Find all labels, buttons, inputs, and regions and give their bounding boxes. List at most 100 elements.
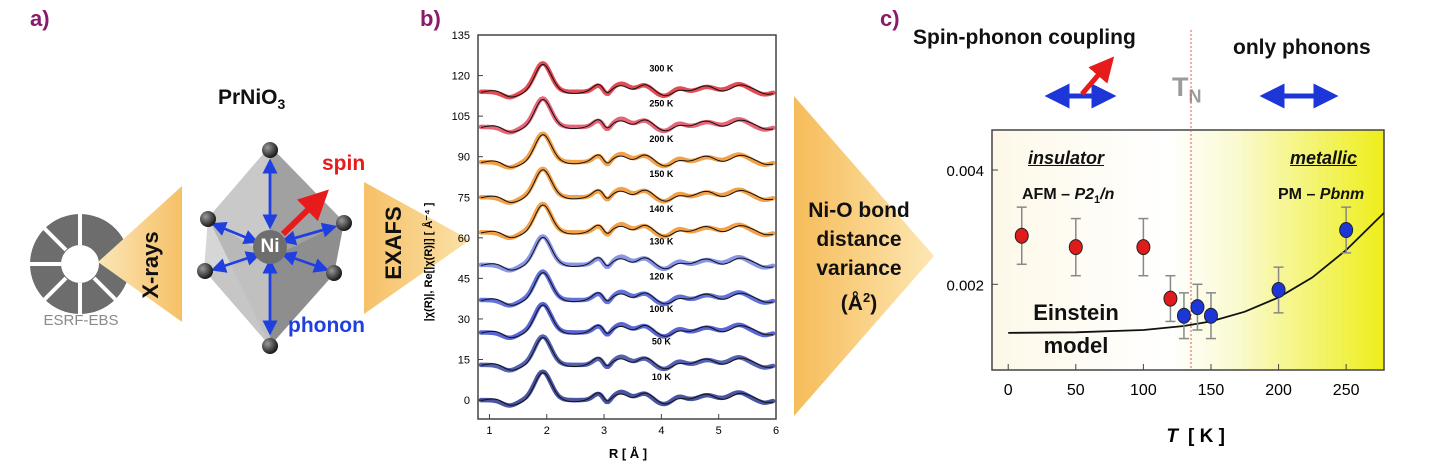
compound-name: PrNiO (218, 86, 278, 109)
variance-point (1190, 299, 1205, 316)
exafs-data-curve (478, 166, 776, 205)
pm-label: PM – Pbnm (1278, 186, 1364, 204)
spin-arrow-small-icon (1080, 56, 1115, 96)
exafs-ytick-label: 30 (458, 314, 470, 326)
exafs-fit-curve (480, 272, 774, 306)
variance-point (1176, 307, 1191, 324)
esrf-label: ESRF-EBS (43, 312, 119, 329)
exafs-fit-curve (480, 63, 774, 98)
exafs-ytick-label: 15 (458, 355, 470, 367)
panel-a-schematic (30, 142, 470, 354)
variance-ytick-label: 0.004 (946, 163, 984, 180)
variance-xtick-label: 150 (1198, 382, 1225, 399)
exafs-series-label: 140 K (649, 204, 674, 214)
ni-atom (253, 230, 287, 264)
exafs-fit-curve (480, 304, 774, 339)
ni-label: Ni (260, 236, 280, 257)
tn-subscript: N (1188, 86, 1202, 107)
exafs-data-curve (478, 234, 776, 273)
exafs-xlabel: R [ Å ] (609, 446, 647, 461)
arrow-text-tail: ) (870, 292, 878, 315)
afm-group-sub: 1 (1094, 194, 1101, 207)
exafs-series-label: 300 K (649, 64, 674, 74)
exafs-series-label: 100 K (649, 304, 674, 314)
exafs-fit-curve (480, 372, 774, 406)
exafs-data-curve (478, 61, 776, 100)
variance-point (1203, 307, 1218, 324)
exafs-data-curve (478, 201, 776, 241)
exafs-series-label: 50 K (652, 337, 672, 347)
afm-group-tail: /n (1100, 186, 1115, 203)
variance-xtick-label: 200 (1265, 382, 1292, 399)
variance-arrow-text: Ni-O bond distance variance (Å2) (794, 196, 924, 318)
variance-xtick-label: 100 (1130, 382, 1157, 399)
exafs-fit-curve (480, 204, 774, 239)
afm-prefix: AFM – (1022, 186, 1075, 203)
exafs-data-curve (478, 96, 776, 135)
exafs-fit-curve (480, 98, 774, 133)
exafs-data-curve (478, 334, 776, 373)
einstein-line1: Einstein (1033, 300, 1119, 325)
exafs-xtick-label: 6 (773, 425, 779, 437)
spin-arrow-icon (280, 189, 329, 237)
exafs-series-label: 130 K (649, 237, 674, 247)
einstein-line2: model (1043, 333, 1109, 358)
arrow-text-line4: (Å2) (794, 283, 924, 318)
exafs-beam (364, 182, 470, 314)
variance-xunit: [ K ] (1188, 426, 1225, 447)
variance-point (1163, 290, 1178, 307)
oxygen-atoms (197, 142, 352, 354)
variance-chart: 0 50 100 150 200 250 0.002 0.004 T [ K ] (946, 30, 1385, 447)
variance-xlabel: T (1166, 426, 1179, 447)
exafs-ytick-label: 135 (452, 30, 470, 42)
pm-group: Pbnm (1319, 186, 1365, 203)
exafs-data-curve (478, 301, 776, 341)
panel-b-label: b) (420, 6, 441, 31)
exafs-fit-curve (480, 169, 774, 204)
panel-c-label: c) (880, 6, 900, 31)
variance-xtick-label: 250 (1333, 382, 1360, 399)
variance-point (1014, 227, 1029, 244)
exafs-ytick-label: 45 (458, 273, 470, 285)
insulator-label: insulator (1028, 148, 1105, 168)
spin-label: spin (322, 152, 366, 175)
tn-letter: T (1172, 72, 1189, 102)
variance-point (1271, 282, 1286, 298)
exafs-xtick-label: 1 (486, 425, 492, 437)
xray-label: X-rays (138, 231, 163, 299)
panel-a-label: a) (30, 6, 50, 31)
afm-label: AFM – P21/n (1022, 186, 1114, 206)
exafs-series-label: 200 K (649, 134, 674, 144)
compound-formula: PrNiO3 (218, 86, 285, 112)
exafs-ytick-label: 75 (458, 192, 470, 204)
variance-xtick-label: 50 (1067, 382, 1085, 399)
exafs-ylabel: |χ(R)|, Re[|χ(R)|] [ Å⁻⁴ ] (422, 202, 435, 321)
exafs-fit-curve (480, 134, 774, 168)
arrow-text-sup: 2 (862, 290, 871, 305)
exafs-xtick-label: 4 (658, 425, 664, 437)
variance-plot-frame (991, 129, 1385, 371)
pm-prefix: PM – (1278, 186, 1320, 203)
esrf-ring-icon (30, 214, 130, 314)
exafs-series-label: 150 K (649, 169, 674, 179)
exafs-xtick-label: 5 (716, 425, 722, 437)
phonon-label: phonon (288, 314, 365, 337)
variance-point (1136, 239, 1151, 256)
variance-point (1068, 239, 1083, 256)
exafs-data-curve (478, 369, 776, 408)
tn-label: TN (1172, 72, 1202, 107)
exafs-xtick-label: 3 (601, 425, 607, 437)
einstein-model-curve (1008, 212, 1385, 334)
exafs-ytick-label: 120 (452, 71, 470, 83)
exafs-fit-curve (480, 336, 774, 371)
only-phonons-label: only phonons (1233, 36, 1371, 59)
variance-point (1339, 222, 1354, 238)
exafs-ytick-label: 0 (464, 395, 470, 407)
xray-beam (98, 186, 182, 322)
exafs-ytick-label: 105 (452, 111, 470, 123)
afm-group: P2 (1074, 186, 1095, 203)
einstein-model-label: Einstein model (1026, 296, 1126, 362)
exafs-series-label: 10 K (652, 372, 672, 382)
exafs-fit-curve (480, 236, 774, 271)
